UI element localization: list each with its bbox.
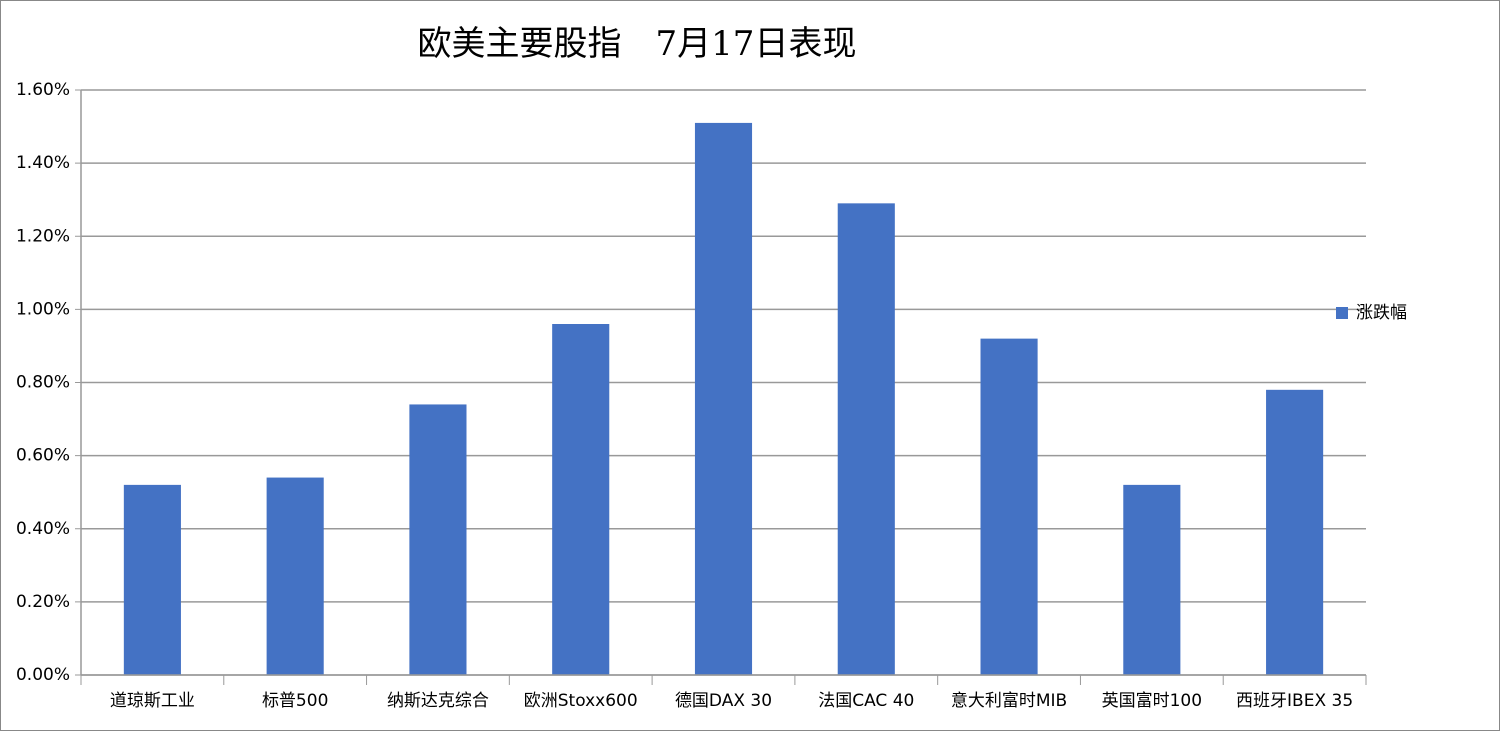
y-tick-label: 0.60% (16, 446, 70, 466)
legend-label: 涨跌幅 (1356, 303, 1407, 323)
x-tick-label: 英国富时100 (1102, 691, 1202, 711)
bar (980, 338, 1038, 675)
y-tick-label: 1.20% (16, 226, 70, 246)
bar (409, 404, 467, 675)
x-tick-label: 道琼斯工业 (110, 691, 195, 711)
bar (266, 477, 324, 675)
y-tick-label: 0.40% (16, 519, 70, 539)
x-tick-label: 西班牙IBEX 35 (1236, 691, 1353, 711)
x-tick-label: 德国DAX 30 (675, 691, 772, 711)
bar (837, 203, 895, 675)
x-tick-label: 意大利富时MIB (951, 691, 1067, 711)
y-tick-label: 1.60% (16, 80, 70, 100)
y-tick-label: 1.00% (16, 299, 70, 319)
x-tick-label: 欧洲Stoxx600 (524, 691, 638, 711)
bar (1123, 484, 1181, 675)
x-tick-label: 纳斯达克综合 (387, 691, 489, 711)
bar (1266, 389, 1324, 675)
chart-title: 欧美主要股指 7月17日表现 (418, 24, 857, 64)
legend-swatch (1336, 307, 1348, 319)
x-tick-label: 法国CAC 40 (818, 691, 914, 711)
y-tick-label: 0.80% (16, 373, 70, 393)
y-tick-label: 0.20% (16, 592, 70, 612)
y-tick-label: 0.00% (16, 665, 70, 685)
bar (694, 122, 753, 675)
y-tick-label: 1.40% (16, 153, 70, 173)
bar (552, 324, 610, 675)
x-tick-label: 标普500 (262, 691, 328, 711)
bar (123, 484, 181, 675)
